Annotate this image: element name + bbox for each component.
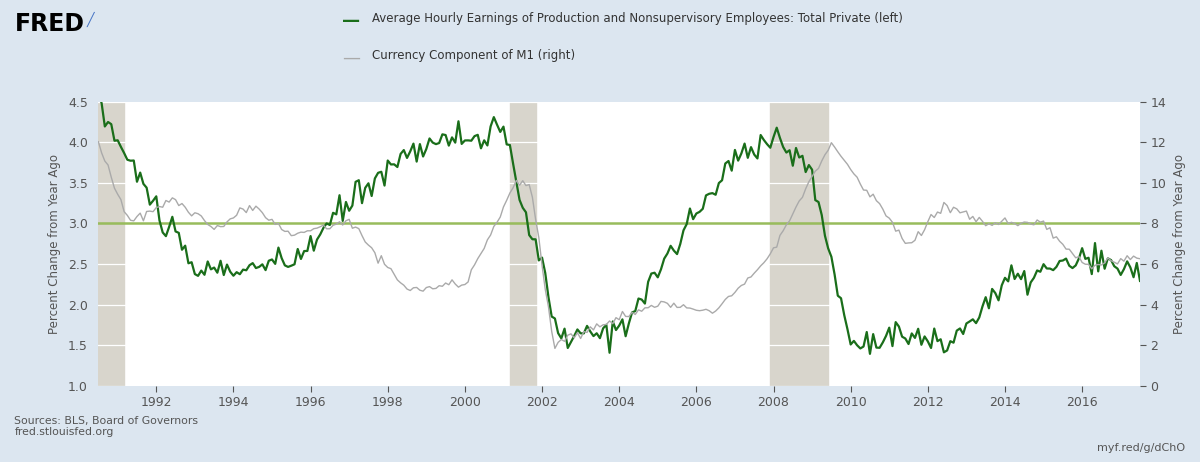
Y-axis label: Percent Change from Year Ago: Percent Change from Year Ago xyxy=(1174,154,1187,334)
Text: ╱: ╱ xyxy=(86,12,94,27)
Bar xyxy=(98,102,124,386)
Text: Sources: BLS, Board of Governors
fred.stlouisfed.org: Sources: BLS, Board of Governors fred.st… xyxy=(14,416,198,438)
Text: FRED: FRED xyxy=(14,12,84,36)
Bar xyxy=(510,102,535,386)
Text: Currency Component of M1 (right): Currency Component of M1 (right) xyxy=(372,49,575,61)
Y-axis label: Percent Change from Year Ago: Percent Change from Year Ago xyxy=(48,154,61,334)
Text: —: — xyxy=(342,49,360,67)
Text: —: — xyxy=(342,12,360,30)
Bar xyxy=(770,102,828,386)
Text: myf.red/g/dChO: myf.red/g/dChO xyxy=(1098,443,1186,453)
Text: Average Hourly Earnings of Production and Nonsupervisory Employees: Total Privat: Average Hourly Earnings of Production an… xyxy=(372,12,902,24)
